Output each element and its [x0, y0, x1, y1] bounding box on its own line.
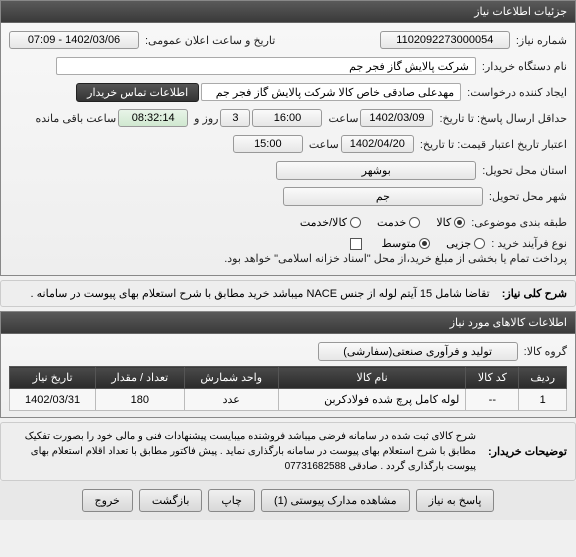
cell-name: لوله کامل پرچ شده فولادکربن	[278, 389, 465, 411]
cell-date: 1402/03/31	[10, 389, 96, 411]
cell-unit: عدد	[184, 389, 278, 411]
deadline-time: 16:00	[252, 109, 322, 127]
exit-button[interactable]: خروج	[82, 489, 133, 512]
col-qty: تعداد / مقدار	[96, 367, 184, 389]
delivery-city-label: شهر محل تحویل:	[489, 190, 567, 203]
req-no-value: 1102092273000054	[380, 31, 510, 49]
days-label: روز و	[194, 112, 218, 125]
ann-date-label: تاریخ و ساعت اعلان عمومی:	[145, 34, 275, 47]
footer-bar: پاسخ به نیاز مشاهده مدارک پیوستی (1) چاپ…	[0, 481, 576, 520]
col-row: ردیف	[519, 367, 567, 389]
respond-button[interactable]: پاسخ به نیاز	[416, 489, 495, 512]
deadline-label: حداقل ارسال پاسخ: تا تاریخ:	[439, 112, 567, 125]
items-table: ردیف کد کالا نام کالا واحد شمارش تعداد /…	[9, 366, 567, 411]
cell-row: 1	[519, 389, 567, 411]
validity-time: 15:00	[233, 135, 303, 153]
delivery-state-label: استان محل تحویل:	[482, 164, 567, 177]
category-label: طبقه بندی موضوعی:	[471, 216, 567, 229]
col-code: کد کالا	[466, 367, 519, 389]
radio-both[interactable]: کالا/خدمت	[300, 216, 361, 229]
col-unit: واحد شمارش	[184, 367, 278, 389]
validity-date: 1402/04/20	[341, 135, 414, 153]
process-label: نوع فرآیند خرید :	[491, 237, 567, 250]
radio-dot-icon	[350, 217, 361, 228]
items-header: اطلاعات کالاهای مورد نیاز	[1, 312, 575, 334]
payment-note: پرداخت تمام یا بخشی از مبلغ خرید،از محل …	[224, 252, 567, 265]
radio-dot-icon	[409, 217, 420, 228]
cell-code: --	[466, 389, 519, 411]
panel-title: جزئیات اطلاعات نیاز	[1, 1, 575, 23]
deadline-date: 1402/03/09	[360, 109, 433, 127]
notes-text: شرح کالای ثبت شده در سامانه فرضی میباشد …	[9, 429, 476, 474]
proc-small-label: جزیی	[446, 237, 471, 250]
radio-small[interactable]: جزیی	[446, 237, 485, 250]
desc-text: تقاضا شامل 15 آیتم لوله از جنس NACE میبا…	[9, 287, 490, 300]
print-button[interactable]: چاپ	[208, 489, 255, 512]
radio-medium[interactable]: متوسط	[382, 237, 431, 250]
delivery-state: بوشهر	[276, 161, 476, 180]
cat-service-label: خدمت	[377, 216, 406, 229]
validity-label: اعتبار تاریخ اعتبار قیمت: تا تاریخ:	[420, 138, 567, 151]
validity-time-label: ساعت	[309, 138, 339, 151]
notes-box: توضیحات خریدار: شرح کالای ثبت شده در سام…	[0, 422, 576, 481]
attach-button[interactable]: مشاهده مدارک پیوستی (1)	[261, 489, 410, 512]
requester-value: مهدعلی صادقی خاص کالا شرکت پالایش گاز فج…	[201, 83, 461, 101]
cat-both-label: کالا/خدمت	[300, 216, 347, 229]
req-no-label: شماره نیاز:	[516, 34, 567, 47]
radio-goods[interactable]: کالا	[436, 216, 465, 229]
radio-dot-icon	[454, 217, 465, 228]
radio-dot-icon	[419, 238, 430, 249]
days-value: 3	[220, 109, 250, 127]
buyer-value: شرکت پالایش گاز فجر جم	[56, 57, 476, 75]
back-button[interactable]: بازگشت	[139, 489, 203, 512]
requester-label: ایجاد کننده درخواست:	[467, 86, 567, 99]
remain-time: 08:32:14	[118, 109, 188, 127]
desc-box: شرح کلی نیاز: تقاضا شامل 15 آیتم لوله از…	[0, 280, 576, 307]
payment-checkbox[interactable]	[350, 238, 362, 250]
table-row[interactable]: 1 -- لوله کامل پرچ شده فولادکربن عدد 180…	[10, 389, 567, 411]
ann-date-value: 1402/03/06 - 07:09	[9, 31, 139, 49]
desc-label: شرح کلی نیاز:	[502, 287, 567, 300]
delivery-city: جم	[283, 187, 483, 206]
remain-label: ساعت باقی مانده	[35, 112, 116, 125]
radio-dot-icon	[474, 238, 485, 249]
buyer-label: نام دستگاه خریدار:	[482, 60, 567, 73]
col-date: تاریخ نیاز	[10, 367, 96, 389]
contact-button[interactable]: اطلاعات تماس خریدار	[76, 83, 199, 102]
cat-goods-label: کالا	[436, 216, 451, 229]
radio-service[interactable]: خدمت	[377, 216, 420, 229]
group-value: تولید و فرآوری صنعتی(سفارشی)	[318, 342, 518, 361]
col-name: نام کالا	[278, 367, 465, 389]
proc-medium-label: متوسط	[382, 237, 417, 250]
deadline-time-label: ساعت	[328, 112, 358, 125]
notes-label: توضیحات خریدار:	[488, 445, 567, 458]
cell-qty: 180	[96, 389, 184, 411]
group-label: گروه کالا:	[524, 345, 567, 358]
